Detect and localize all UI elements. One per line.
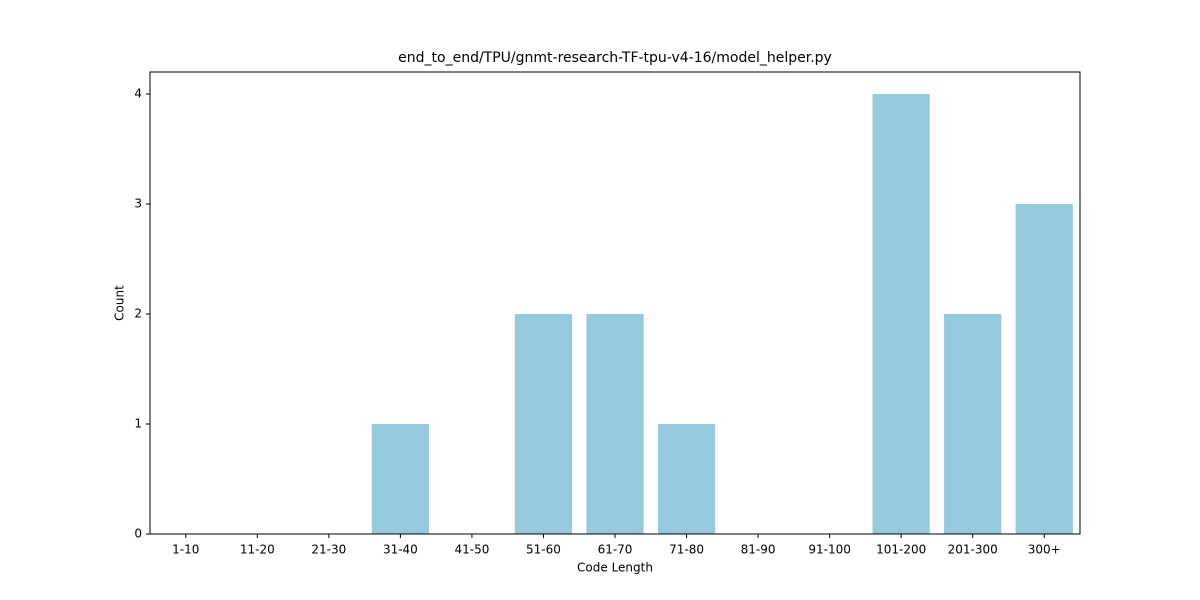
bar (872, 94, 930, 534)
chart-title: end_to_end/TPU/gnmt-research-TF-tpu-v4-1… (398, 50, 832, 66)
bar (371, 424, 429, 534)
x-tick-label: 300+ (1028, 543, 1061, 557)
x-tick-label: 201-300 (948, 543, 998, 557)
bar (1015, 204, 1073, 534)
bar (944, 314, 1002, 534)
x-tick-label: 91-100 (808, 543, 851, 557)
x-axis-label: Code Length (577, 561, 653, 575)
x-tick-label: 61-70 (598, 543, 633, 557)
y-tick-label: 1 (134, 417, 142, 431)
x-tick-label: 71-80 (669, 543, 704, 557)
plot-frame (149, 71, 1081, 535)
x-tick-label: 101-200 (876, 543, 926, 557)
y-tick-label: 3 (134, 197, 142, 211)
y-tick-label: 0 (134, 527, 142, 541)
y-tick-label: 2 (134, 307, 142, 321)
x-tick-label: 1-10 (172, 543, 199, 557)
bar (586, 314, 644, 534)
x-tick-label: 41-50 (454, 543, 489, 557)
x-tick-label: 51-60 (526, 543, 561, 557)
y-axis-label: Count (113, 285, 127, 321)
x-tick-label: 11-20 (240, 543, 275, 557)
x-tick-label: 31-40 (383, 543, 418, 557)
bar (657, 424, 716, 534)
y-tick-label: 4 (134, 87, 142, 101)
bar (514, 314, 573, 534)
x-tick-label: 21-30 (311, 543, 346, 557)
x-tick-label: 81-90 (741, 543, 776, 557)
